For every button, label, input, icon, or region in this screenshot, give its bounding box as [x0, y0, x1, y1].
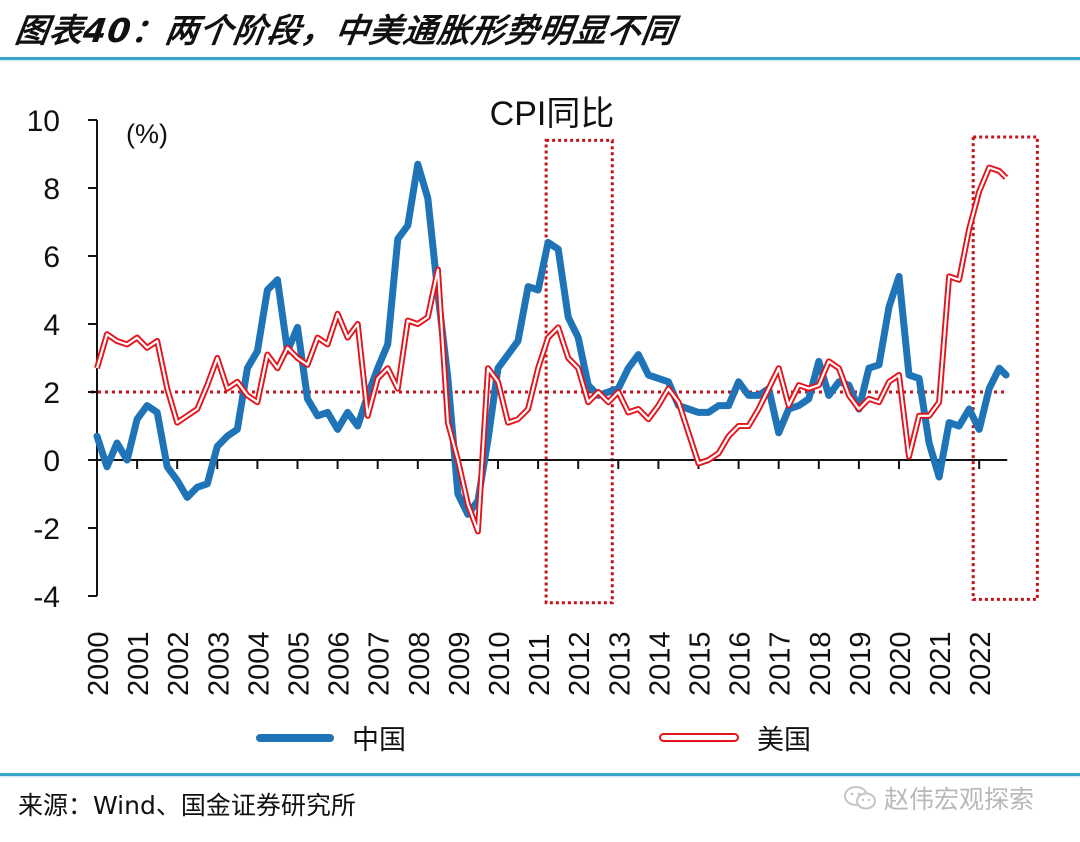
title-divider: [0, 57, 1080, 60]
chart-title: CPI同比: [490, 95, 615, 133]
series-line-china: [93, 160, 1010, 518]
x-tick-label: 2005: [284, 631, 316, 696]
series-line-us-outline: [94, 164, 1009, 535]
y-tick-label: 4: [43, 309, 60, 342]
y-tick-label: 2: [43, 377, 60, 410]
x-tick-label: 2016: [725, 631, 757, 696]
x-tick-label: 2009: [444, 631, 476, 696]
x-tick-label: 2010: [484, 631, 516, 696]
x-tick-label: 2001: [123, 631, 155, 696]
x-tick-label: 2011: [524, 634, 556, 696]
x-tick-label: 2017: [765, 631, 797, 696]
x-tick-label: 2004: [243, 631, 275, 696]
x-tick-label: 2007: [364, 631, 396, 696]
wechat-icon: [844, 786, 876, 810]
y-tick-label: 10: [27, 105, 60, 138]
x-tick-label: 2018: [805, 631, 837, 696]
watermark-text: 赵伟宏观探索: [884, 785, 1035, 814]
x-tick-label: 2015: [685, 631, 717, 696]
y-tick-label: 6: [43, 241, 60, 274]
x-tick-label: 2003: [203, 631, 235, 696]
x-tick-label: 2006: [324, 631, 356, 696]
y-tick-label: -2: [33, 513, 60, 546]
legend-label-us: 美国: [757, 725, 811, 756]
watermark: 赵伟宏观探索: [842, 780, 1034, 816]
x-tick-label: 2019: [845, 631, 877, 696]
source-note: 来源：Wind、国金证券研究所: [18, 791, 356, 820]
legend-us: 美国: [659, 718, 811, 757]
y-tick-label: 0: [43, 445, 60, 478]
x-tick-label: 2020: [885, 631, 917, 696]
y-axis-unit: (%): [126, 119, 168, 149]
legend-swatch-china: [256, 733, 334, 742]
y-tick-label: -4: [33, 581, 60, 614]
x-tick-label: 2022: [965, 631, 997, 696]
legend-label-china: 中国: [352, 725, 406, 756]
x-tick-label: 2013: [604, 631, 636, 696]
x-tick-label: 2008: [404, 631, 436, 696]
x-tick-label: 2021: [925, 631, 957, 696]
x-tick-label: 2000: [83, 631, 115, 696]
x-tick-label: 2014: [644, 631, 676, 696]
x-tick-label: 2012: [564, 631, 596, 696]
x-tick-label: 2002: [163, 631, 195, 696]
footer-divider: [0, 773, 1080, 776]
legend-china: 中国: [256, 718, 406, 757]
legend-swatch-us: [659, 733, 739, 742]
series-line-us-inner: [95, 166, 1007, 533]
y-tick-label: 8: [43, 173, 60, 206]
highlight-box-2: [971, 135, 1039, 601]
